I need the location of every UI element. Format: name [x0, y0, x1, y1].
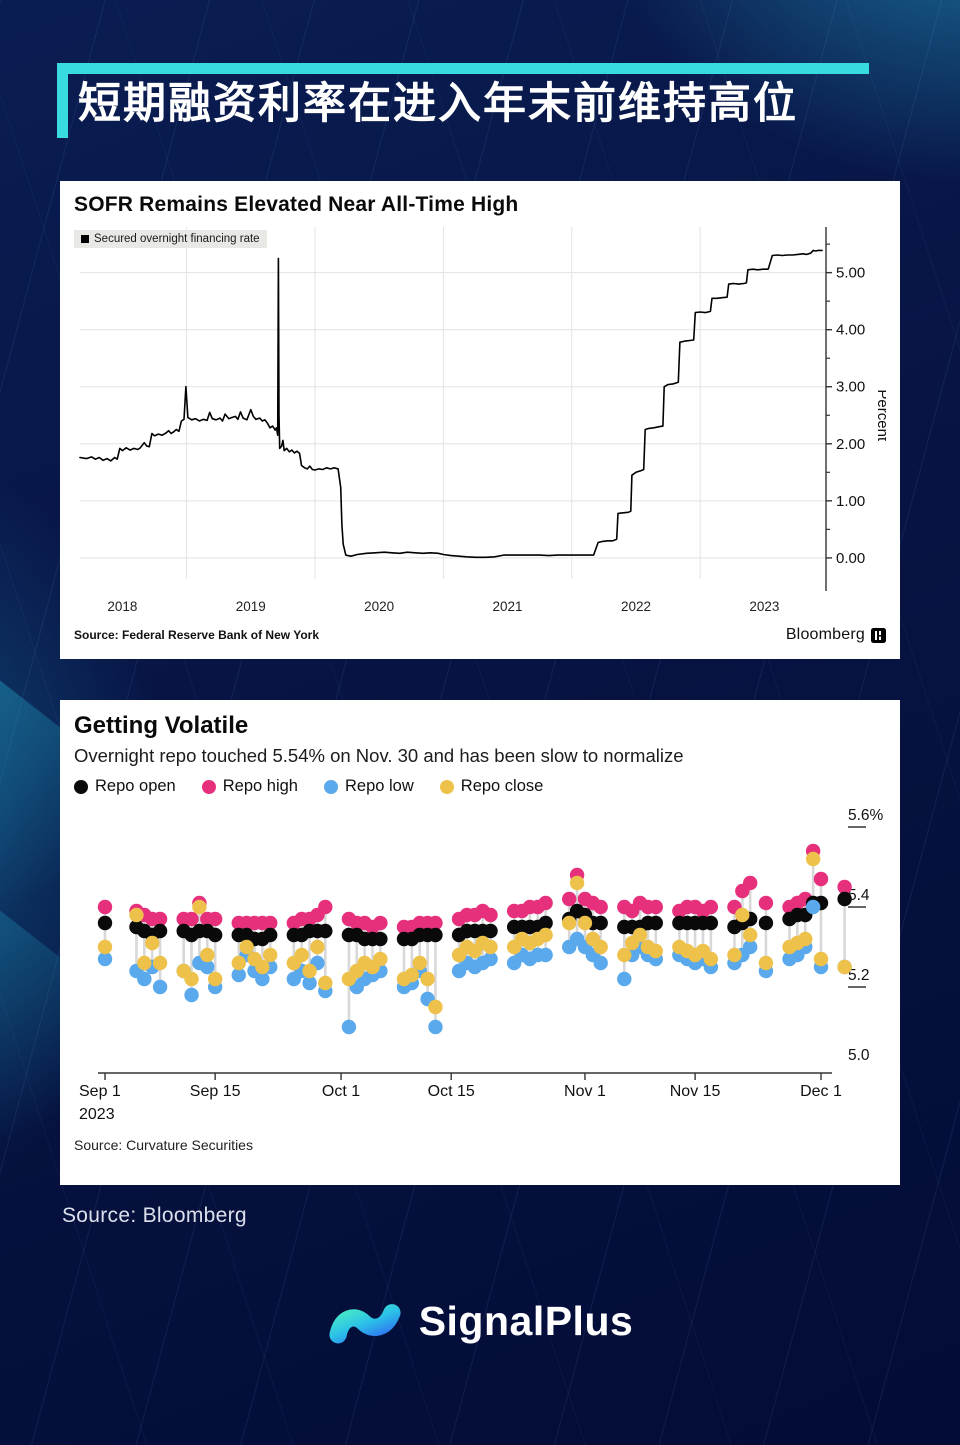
- legend-label: Repo high: [222, 777, 298, 795]
- svg-text:2023: 2023: [749, 599, 779, 614]
- legend-label: Repo low: [344, 777, 414, 795]
- signalplus-logo-text: SignalPlus: [418, 1297, 634, 1344]
- svg-text:Nov 15: Nov 15: [670, 1083, 721, 1100]
- title-accent-bar-top: [57, 63, 869, 74]
- sofr-chart-title: SOFR Remains Elevated Near All-Time High: [74, 193, 519, 216]
- svg-text:5.2: 5.2: [848, 967, 870, 984]
- svg-text:2019: 2019: [236, 599, 266, 614]
- svg-text:Sep 1: Sep 1: [79, 1083, 121, 1100]
- repo-chart-card: Getting Volatile Overnight repo touched …: [60, 700, 900, 1185]
- sofr-legend-badge: Secured overnight financing rate: [74, 230, 267, 248]
- repo-scatter-plot: Sep 1 2023 Sep 15 Oct 1 Oct 15 Nov 1 Nov 15 Dec…: [79, 807, 884, 1123]
- svg-text:Dec 1: Dec 1: [800, 1083, 842, 1100]
- bloomberg-brand-text: Bloomberg: [785, 626, 865, 643]
- title-accent-bar-left: [57, 63, 68, 138]
- svg-text:2018: 2018: [107, 599, 137, 614]
- svg-text:5.4: 5.4: [848, 887, 870, 904]
- repo-chart-subtitle: Overnight repo touched 5.54% on Nov. 30 …: [74, 745, 684, 766]
- svg-text:5.6%: 5.6%: [848, 807, 884, 824]
- svg-text:0.00: 0.00: [836, 550, 865, 567]
- svg-text:1.00: 1.00: [836, 493, 865, 510]
- svg-text:Sep 15: Sep 15: [190, 1083, 241, 1100]
- svg-text:2021: 2021: [493, 599, 523, 614]
- repo-chart-title: Getting Volatile: [74, 712, 249, 739]
- repo-source-note: Source: Curvature Securities: [74, 1137, 253, 1153]
- svg-text:Oct 15: Oct 15: [428, 1083, 475, 1100]
- signalplus-logo: SignalPlus: [0, 1292, 960, 1350]
- sofr-source-note: Source: Federal Reserve Bank of New York: [74, 628, 319, 642]
- svg-text:2.00: 2.00: [836, 436, 865, 453]
- bloomberg-mark-icon: [871, 627, 886, 643]
- bloomberg-brand: Bloomberg: [786, 626, 886, 644]
- svg-text:2022: 2022: [621, 599, 651, 614]
- legend-item-repo-open: Repo open: [74, 777, 176, 796]
- repo-close-dot-icon: [439, 779, 454, 794]
- legend-swatch-black-square: [81, 235, 89, 243]
- legend-item-repo-close: Repo close: [439, 777, 544, 796]
- svg-text:2020: 2020: [364, 599, 394, 614]
- repo-open-dot-icon: [74, 779, 88, 794]
- legend-item-repo-low: Repo low: [323, 777, 414, 796]
- repo-high-dot-icon: [201, 779, 216, 794]
- svg-text:5.00: 5.00: [836, 265, 865, 282]
- svg-text:4.00: 4.00: [836, 322, 865, 339]
- legend-label: Repo close: [460, 777, 544, 795]
- signalplus-logo-icon: [329, 1304, 401, 1344]
- svg-text:3.00: 3.00: [836, 379, 865, 396]
- svg-text:Nov 1: Nov 1: [564, 1083, 606, 1100]
- svg-text:2023: 2023: [79, 1106, 115, 1123]
- svg-text:5.0: 5.0: [848, 1047, 870, 1064]
- svg-text:Percent: Percent: [874, 389, 886, 442]
- sofr-line-plot: 0.00 1.00 2.00 3.00 4.00 5.00 Percent 2018 2019 2…: [79, 227, 891, 614]
- sofr-chart-card: SOFR Remains Elevated Near All-Time High…: [60, 181, 900, 659]
- sofr-legend-label: Secured overnight financing rate: [94, 233, 260, 245]
- page-title: 短期融资利率在进入年末前维持高位: [78, 80, 798, 128]
- svg-text:Oct 1: Oct 1: [322, 1083, 360, 1100]
- page-source-note: Source: Bloomberg: [62, 1204, 247, 1227]
- page-title-block: 短期融资利率在进入年末前维持高位: [57, 63, 869, 138]
- repo-low-dot-icon: [323, 779, 338, 794]
- legend-label: Repo open: [95, 777, 176, 795]
- legend-item-repo-high: Repo high: [201, 777, 298, 796]
- repo-legend: Repo open Repo high Repo low Repo close: [74, 777, 886, 796]
